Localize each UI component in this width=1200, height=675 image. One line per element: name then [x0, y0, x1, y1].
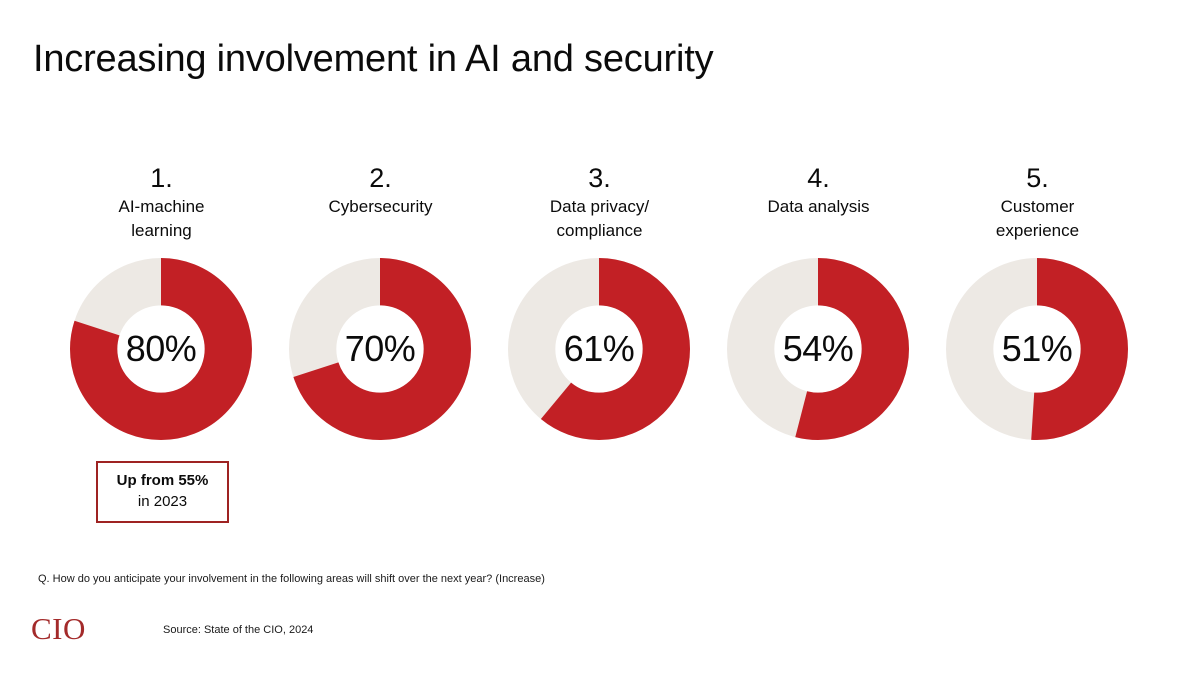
- donut-cell: 4. Data analysis 54%: [709, 163, 928, 463]
- cio-logo: CIO: [31, 611, 86, 646]
- donut-chart: 70%: [289, 258, 471, 440]
- donut-value-text: 61%: [563, 328, 635, 369]
- donut-rank: 2.: [369, 163, 392, 193]
- donut-svg: [946, 258, 1128, 440]
- donut-rank: 3.: [588, 163, 611, 193]
- callout-box: Up from 55% in 2023: [96, 461, 229, 523]
- donut-rank: 4.: [807, 163, 830, 193]
- donut-value-text: 54%: [782, 328, 854, 369]
- donut-label: Cybersecurity: [328, 197, 433, 216]
- donut-svg: [289, 258, 471, 440]
- survey-question-note: Q. How do you anticipate your involvemen…: [38, 573, 545, 585]
- donut-svg: [508, 258, 690, 440]
- donut-value-arc: [289, 258, 471, 440]
- donut-value-arc: [70, 258, 252, 440]
- page-title: Increasing involvement in AI and securit…: [33, 38, 714, 80]
- donut-rank: 5.: [1026, 163, 1049, 193]
- donut-chart-row: 1. AI-machine learning 80% 2. Cybersecur…: [52, 163, 1148, 463]
- donut-label: AI-machine learning: [118, 197, 205, 240]
- donut-cell: 5. Customer experience 51%: [928, 163, 1147, 463]
- donut-value-text: 70%: [344, 328, 416, 369]
- donut-label: Customer experience: [995, 197, 1080, 240]
- donut-chart: 51%: [946, 258, 1128, 440]
- callout-primary-text: Up from 55%: [116, 472, 209, 489]
- donut-chart: 61%: [508, 258, 690, 440]
- donut-svg: [727, 258, 909, 440]
- donut-value-arc: [727, 258, 909, 440]
- donut-value-arc: [946, 258, 1128, 440]
- donut-value-arc: [508, 258, 690, 440]
- donut-value-text: 51%: [1001, 328, 1073, 369]
- donut-label: Data analysis: [767, 197, 870, 216]
- donut-rank: 1.: [150, 163, 173, 193]
- donut-chart: 54%: [727, 258, 909, 440]
- donut-chart: 80%: [70, 258, 252, 440]
- callout-secondary-text: in 2023: [137, 493, 188, 510]
- donut-cell: 2. Cybersecurity 70%: [271, 163, 490, 463]
- donut-cell: 1. AI-machine learning 80%: [52, 163, 271, 463]
- donut-svg: [70, 258, 252, 440]
- donut-value-text: 80%: [125, 328, 197, 369]
- donut-cell: 3. Data privacy/ compliance 61%: [490, 163, 709, 463]
- donut-label: Data privacy/ compliance: [549, 197, 650, 240]
- source-note: Source: State of the CIO, 2024: [163, 624, 314, 636]
